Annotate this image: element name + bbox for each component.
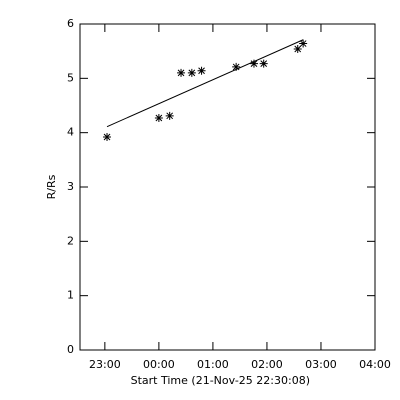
- x-tick-label: 03:00: [305, 358, 337, 371]
- x-tick-label: 23:00: [89, 358, 121, 371]
- y-tick-label: 3: [67, 180, 74, 193]
- data-point: [177, 68, 186, 77]
- fit-line: [106, 39, 304, 128]
- y-tick-label: 0: [67, 343, 74, 356]
- data-point: [165, 111, 174, 120]
- y-tick-label: 2: [67, 234, 74, 247]
- x-tick-label: 04:00: [359, 358, 391, 371]
- x-tick-label: 01:00: [197, 358, 229, 371]
- data-point: [187, 68, 196, 77]
- data-point: [154, 113, 163, 122]
- y-tick-label: 1: [67, 289, 74, 302]
- data-point: [197, 66, 206, 75]
- data-point: [249, 59, 258, 68]
- x-tick-label: 02:00: [251, 358, 283, 371]
- data-point: [299, 39, 308, 48]
- y-tick-label: 6: [67, 17, 74, 30]
- data-point: [232, 62, 241, 71]
- y-tick-label: 4: [67, 126, 74, 139]
- x-tick-label: 00:00: [143, 358, 175, 371]
- data-point: [103, 133, 112, 142]
- data-point: [293, 44, 302, 53]
- y-tick-label: 5: [67, 71, 74, 84]
- data-point: [259, 59, 268, 68]
- x-axis-label: Start Time (21-Nov-25 22:30:08): [131, 374, 310, 387]
- y-axis-label: R/Rs: [45, 174, 58, 199]
